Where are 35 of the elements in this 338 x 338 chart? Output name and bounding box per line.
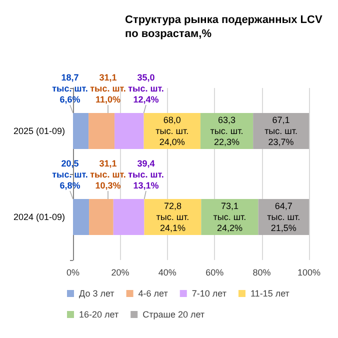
bar [113,199,144,235]
y-tick-label: 2025 (01-09) [13,126,65,136]
x-tick-label: 40% [158,268,176,278]
legend-label: 4-6 лет [138,288,168,298]
x-tick-label: 0% [66,268,80,278]
legend-label: 16-20 лет [79,310,119,320]
bar [253,113,309,149]
legend-label: Страше 20 лет [142,310,205,320]
bar [73,199,90,235]
data-label: 64,7 тыс. шт. 21,5% [267,201,300,233]
data-label: 68,0 тыс. шт. 24,0% [156,115,189,147]
x-tick-label: 80% [252,268,271,278]
bar [89,199,114,235]
x-tick-label: 60% [206,268,224,278]
bar [88,113,115,149]
bar [73,113,89,149]
data-label: 67,1 тыс. шт. 23,7% [264,115,298,147]
data-label: 35,0 тыс. шт. 12,4% [128,72,164,104]
data-label: 63,3 тыс. шт. 22,3% [210,115,244,147]
data-label: 72,8 тыс. шт. 24,1% [156,201,190,233]
data-label: 31,1 тыс. шт. 10,3% [90,158,126,190]
data-label: 20,5 тыс. шт. 6,8% [52,158,88,190]
legend-label: До 3 лет [79,288,114,298]
data-label: 18,7 тыс. шт. 6,6% [52,72,88,104]
data-label: 39,4 тыс. шт. 13,1% [128,158,164,190]
data-label: 31,1 тыс. шт. 11,0% [90,72,126,104]
legend-label: 7-10 лет [192,288,226,298]
data-label: 73,1 тыс. шт. 24,2% [213,201,246,233]
x-tick-label: 100% [297,268,321,278]
bar [114,113,144,149]
bar [201,199,258,235]
chart-title: Структура рынка подержанных LCV по возрастам,% [125,14,323,40]
x-tick-label: 20% [111,268,130,278]
y-tick-label: 2024 (01-09) [13,212,65,222]
legend-label: 11-15 лет [250,288,290,298]
